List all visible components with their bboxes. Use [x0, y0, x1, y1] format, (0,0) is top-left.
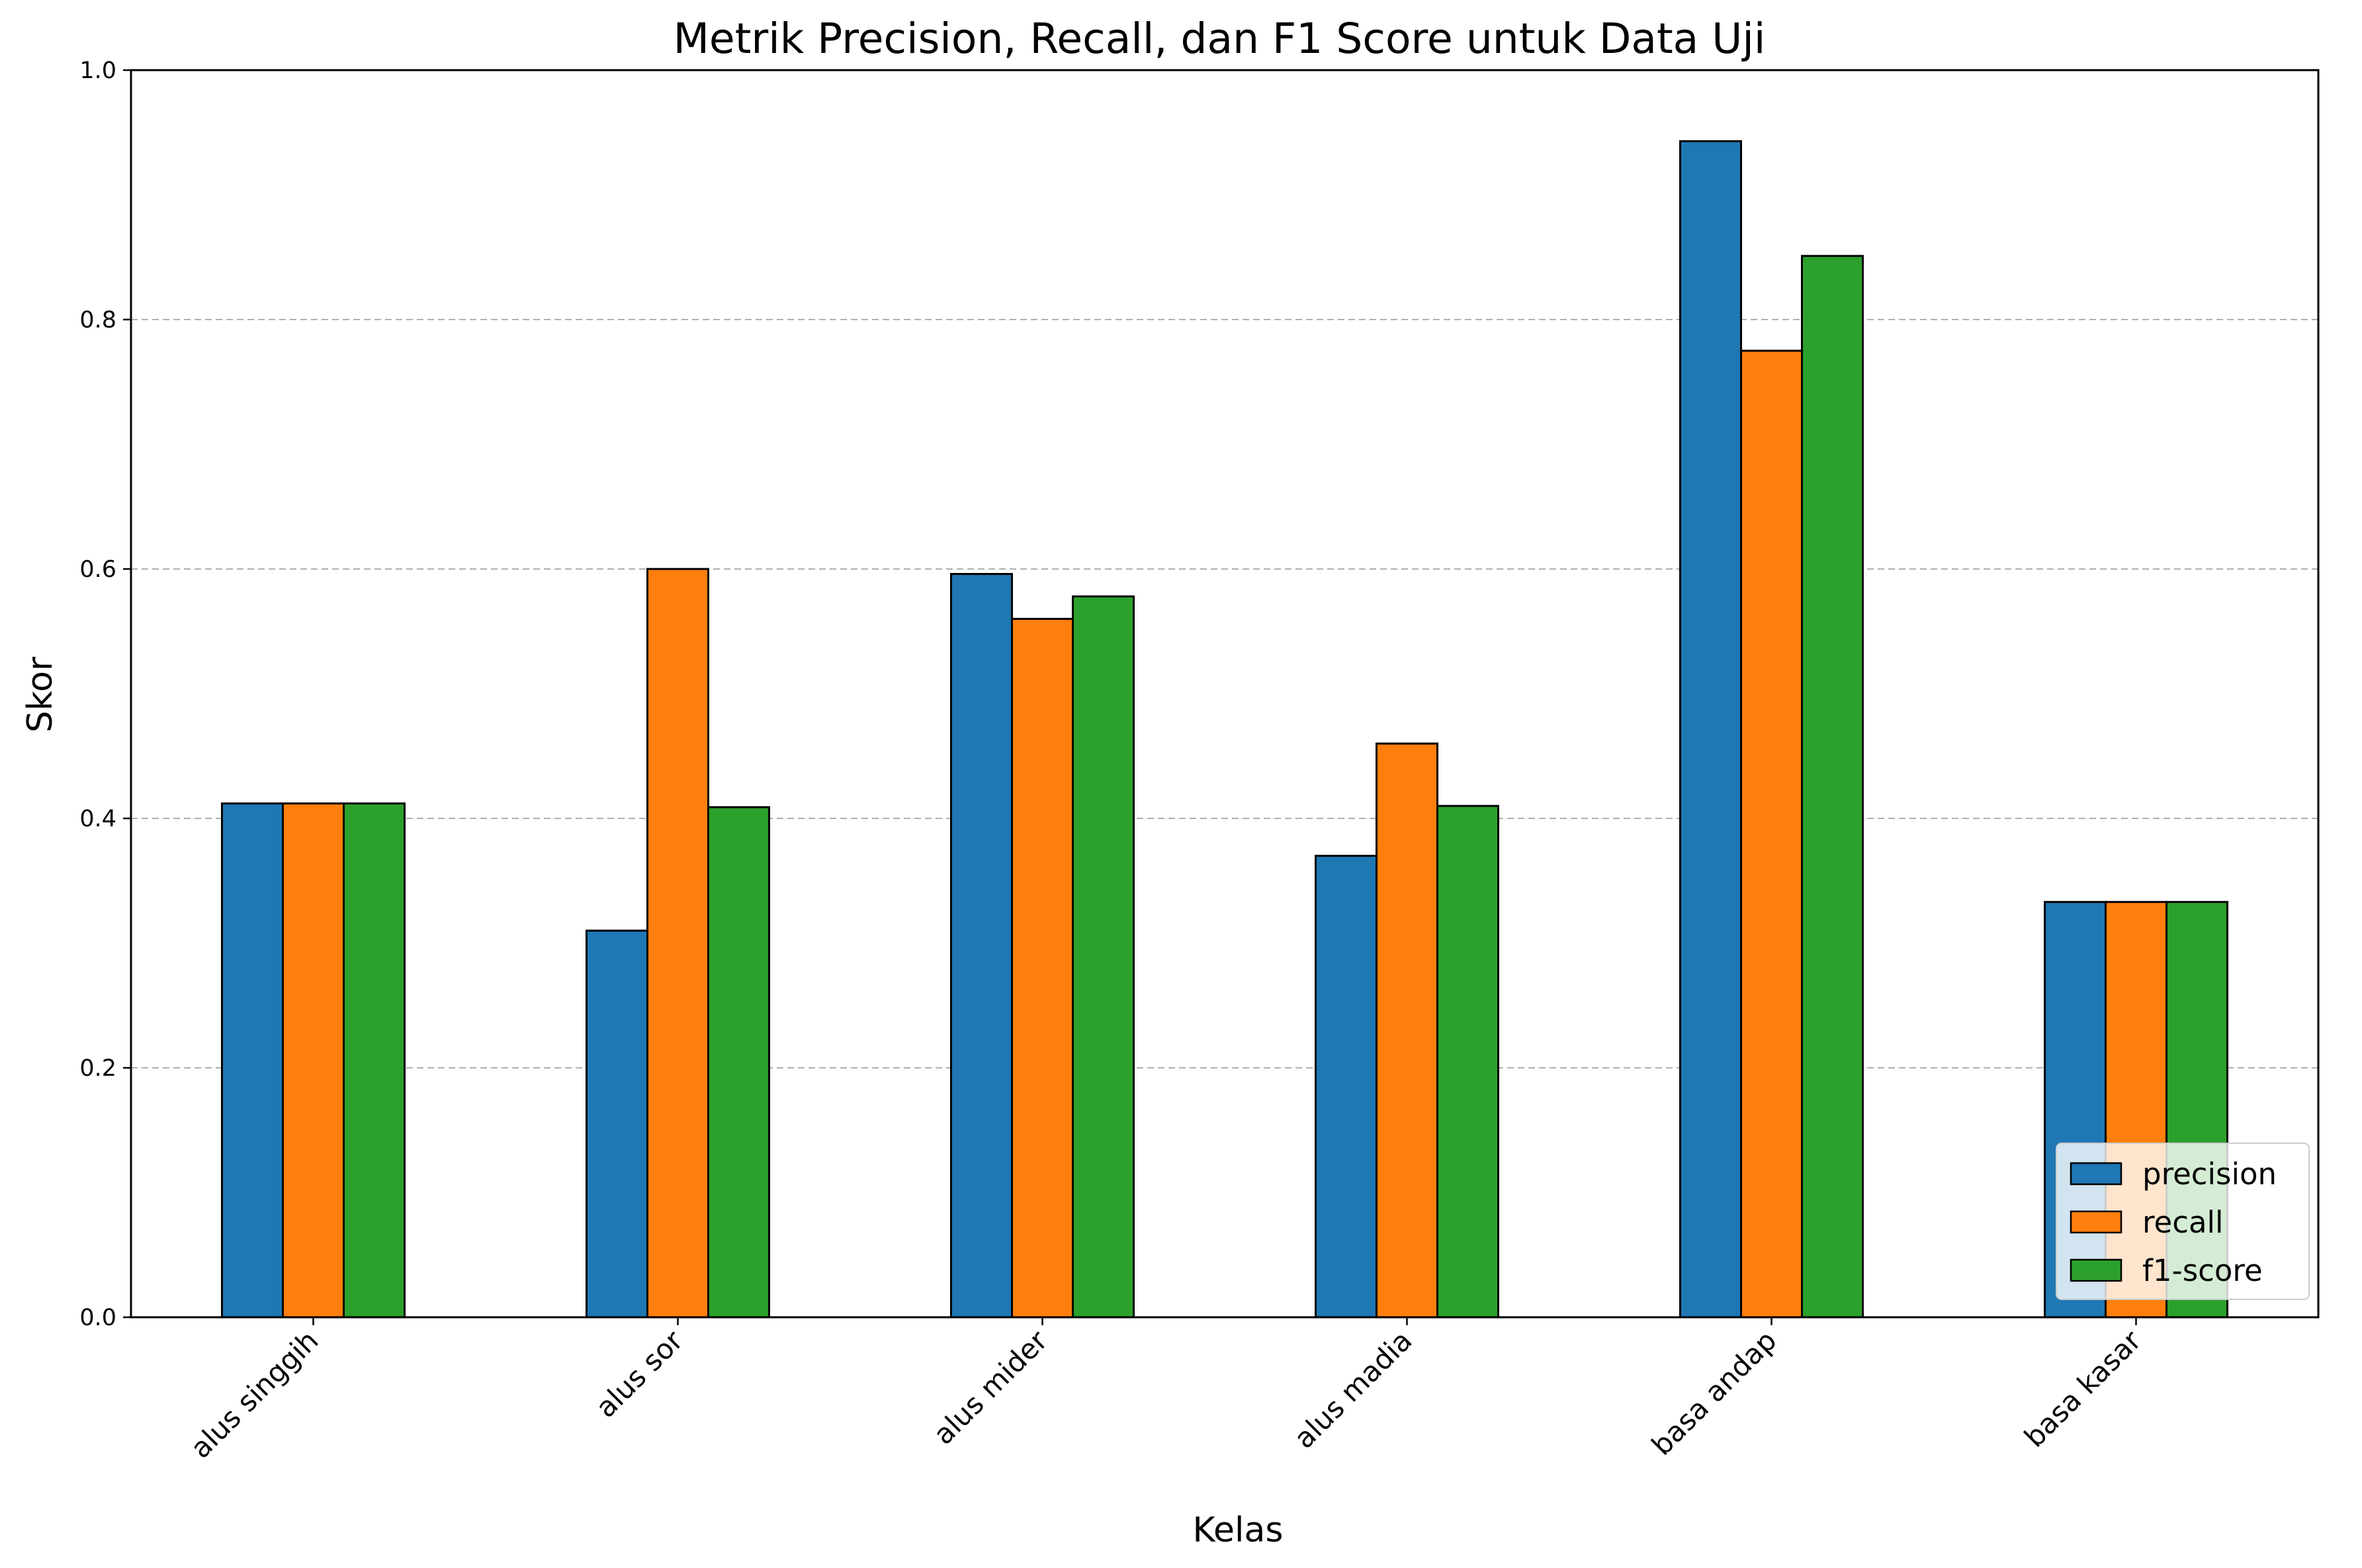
x-tick-label: alus sor — [590, 1324, 689, 1424]
legend-label-precision: precision — [2142, 1156, 2277, 1192]
bar-f1-score-alus-madia — [1436, 805, 1499, 1319]
bar-f1-score-basa-andap — [1801, 255, 1864, 1319]
bar-f1-score-alus-singgih — [343, 802, 406, 1319]
y-tick-label: 0.0 — [79, 1305, 116, 1331]
plot-frame — [130, 69, 2320, 1319]
x-tick-label: alus madia — [1288, 1324, 1418, 1454]
chart-title: Metrik Precision, Recall, dan F1 Score u… — [674, 15, 1766, 63]
bar-recall-alus-mider — [1011, 617, 1074, 1319]
x-tick-label: alus singgih — [184, 1324, 324, 1464]
y-tick-label: 0.2 — [79, 1055, 116, 1082]
bar-precision-alus-madia — [1315, 855, 1378, 1319]
x-axis-label: Kelas — [1193, 1510, 1284, 1550]
legend-label-recall: recall — [2142, 1205, 2224, 1240]
bar-recall-alus-madia — [1376, 742, 1438, 1319]
grid-lines — [131, 319, 2318, 1068]
x-axis-ticks: alus singgih alus sor alus mider alus madia… — [184, 1317, 2148, 1465]
x-tick-label: alus mider — [927, 1324, 1054, 1451]
x-tick-label: basa andap — [1645, 1324, 1783, 1461]
legend: precision recall f1-score — [2056, 1143, 2310, 1300]
y-tick-label: 0.6 — [79, 556, 116, 583]
bar-precision-basa-andap — [1679, 140, 1742, 1319]
bar-precision-alus-singgih — [221, 802, 284, 1319]
bar-recall-basa-andap — [1740, 349, 1803, 1319]
bar-precision-alus-mider — [950, 573, 1013, 1319]
legend-label-f1-score: f1-score — [2142, 1253, 2263, 1288]
y-axis-ticks: 0.0 0.2 0.4 0.6 0.8 1.0 — [79, 58, 131, 1331]
y-tick-label: 1.0 — [79, 58, 116, 84]
bar-precision-alus-sor — [586, 930, 648, 1319]
bar-recall-alus-sor — [646, 568, 709, 1319]
bar-f1-score-alus-mider — [1072, 595, 1135, 1319]
bar-f1-score-alus-sor — [707, 806, 770, 1319]
y-tick-label: 0.8 — [79, 307, 116, 333]
legend-swatch-recall — [2070, 1210, 2122, 1234]
x-tick-label: basa kasar — [2018, 1324, 2148, 1454]
legend-swatch-f1-score — [2070, 1258, 2122, 1282]
bars — [221, 140, 2228, 1319]
legend-swatch-precision — [2070, 1162, 2122, 1186]
y-tick-label: 0.4 — [79, 806, 116, 832]
y-axis-label: Skor — [21, 656, 60, 732]
bar-recall-alus-singgih — [282, 802, 345, 1319]
